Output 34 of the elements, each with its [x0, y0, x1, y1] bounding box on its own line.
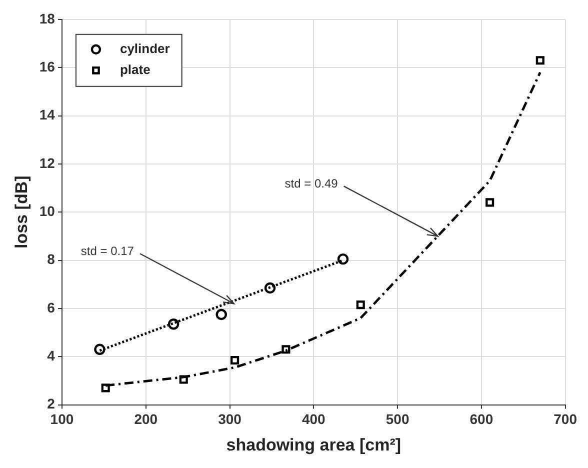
- point: [230, 356, 240, 365]
- point: [179, 375, 188, 384]
- point: [216, 308, 227, 320]
- point: [486, 198, 494, 207]
- y-tick-label: 12: [39, 154, 56, 171]
- point: [337, 253, 349, 265]
- y-tick-label: 2: [47, 396, 56, 412]
- y-tick-label: 10: [39, 202, 56, 219]
- y-axis-title: loss [dB]: [12, 176, 31, 248]
- x-tick-label: 300: [218, 411, 242, 428]
- annotation: std = 0.17: [80, 244, 134, 258]
- x-axis-title: shadowing area [cm²]: [226, 435, 402, 454]
- point: [356, 300, 365, 310]
- x-tick-label: 600: [470, 411, 494, 428]
- y-tick-label: 4: [47, 347, 56, 364]
- y-tick-label: 6: [47, 299, 56, 316]
- point: [282, 345, 290, 354]
- annotation: std = 0.49: [284, 176, 338, 190]
- x-tick-label: 100: [50, 411, 74, 428]
- y-tick-label: 14: [39, 106, 56, 123]
- y-tick-label: 16: [39, 58, 56, 74]
- point: [168, 318, 180, 330]
- point: [94, 344, 106, 355]
- x-tick-label: 700: [554, 411, 578, 428]
- point: [536, 56, 544, 65]
- legend-label: cylinder: [120, 40, 170, 56]
- x-tick-label: 500: [386, 411, 410, 428]
- point: [101, 384, 110, 392]
- y-tick-label: 8: [47, 251, 56, 268]
- y-tick-label: 18: [39, 10, 56, 26]
- x-tick-label: 400: [302, 411, 326, 428]
- point: [264, 282, 276, 294]
- legend-label: plate: [120, 62, 150, 77]
- x-tick-label: 200: [134, 411, 158, 428]
